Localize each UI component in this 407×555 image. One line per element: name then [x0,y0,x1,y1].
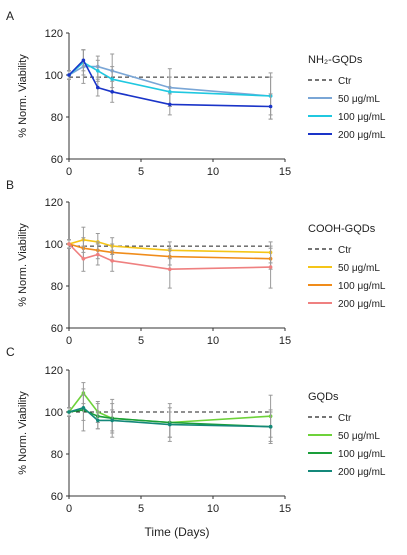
data-point [110,77,114,81]
y-tick-label: 120 [45,28,63,40]
x-tick-label: 10 [207,166,219,178]
x-tick-label: 0 [66,503,72,515]
y-tick-label: 60 [51,491,63,503]
series-line [68,238,271,254]
series-3 [67,239,273,289]
series-line [68,243,271,271]
y-tick-label: 60 [51,154,63,166]
x-tick-label: 15 [279,166,291,178]
y-tick-label: 100 [45,239,63,251]
legend-entry: Ctr [338,245,352,256]
y-tick-label: 120 [45,365,63,377]
panel-letter: A [6,9,14,23]
x-tick-label: 0 [66,166,72,178]
x-tick-label: 10 [207,503,219,515]
data-point [268,104,273,109]
x-axis-label: Time (Days) [145,525,210,539]
data-point [110,90,114,94]
chart-panel-b: B 60 80 100 120 0 5 10 15 % Norm. Viability COOH-G… [6,178,386,347]
legend-entry: Ctr [338,413,352,424]
panel-letter: C [6,345,15,359]
legend: GQDs Ctr 50 μg/mL 100 μg/mL 200 μg/mL [308,391,386,478]
series-line [68,58,271,108]
series-line [68,406,271,428]
data-point [81,256,86,261]
data-point [168,90,172,94]
y-tick-label: 80 [51,449,63,461]
legend-entry: 50 μg/mL [338,94,380,105]
x-tick-label: 0 [66,335,72,347]
data-point [96,418,100,423]
data-point [96,69,100,73]
legend-title: GQDs [308,391,339,403]
data-point [96,252,100,257]
series-3 [67,394,273,442]
data-point [67,73,71,77]
data-point [67,242,71,246]
data-point [110,418,114,423]
data-point [268,265,273,269]
x-tick-label: 10 [207,335,219,347]
y-tick-label: 60 [51,323,63,335]
series-line [68,61,271,97]
y-axis-label: % Norm. Viability [17,391,29,475]
x-tick-label: 5 [138,335,144,347]
y-tick-label: 100 [45,70,63,82]
data-point [67,410,71,414]
data-point [168,102,172,107]
data-point [168,267,172,272]
data-point [268,424,273,429]
x-tick-label: 15 [279,503,291,515]
y-tick-label: 80 [51,112,63,124]
legend-title: NH₂-GQDs [308,54,363,66]
legend-title: COOH-GQDs [308,223,376,235]
data-point [110,259,114,263]
series-line [68,65,271,97]
data-point [81,58,86,63]
legend: NH₂-GQDs Ctr 50 μg/mL 100 μg/mL 200 μg/mL [308,54,386,141]
legend-entry: 100 μg/mL [338,281,386,292]
legend-entry: 200 μg/mL [338,130,386,141]
chart-panel-c: C 60 80 100 120 0 5 10 15 % Norm. Viability Time (… [6,345,386,539]
legend: COOH-GQDs Ctr 50 μg/mL 100 μg/mL 200 μg/mL [308,223,386,310]
chart-panel-a: A 60 80 100 120 0 5 10 15 % Norm. Viability NH₂-GQ… [6,9,386,178]
x-tick-label: 5 [138,503,144,515]
data-point [168,422,172,427]
y-tick-label: 80 [51,281,63,293]
legend-entry: Ctr [338,76,352,87]
data-point [96,85,100,90]
legend-entry: 100 μg/mL [338,449,386,460]
panel-letter: B [6,178,14,192]
y-tick-label: 100 [45,407,63,419]
y-axis-label: % Norm. Viability [17,223,29,307]
y-axis-label: % Norm. Viability [17,54,29,138]
legend-entry: 100 μg/mL [338,112,386,123]
data-point [81,406,86,410]
series-line [68,243,271,260]
legend-entry: 50 μg/mL [338,263,380,274]
legend-entry: 200 μg/mL [338,299,386,310]
y-tick-label: 120 [45,197,63,209]
series-line [68,391,271,424]
legend-entry: 200 μg/mL [338,467,386,478]
series-3 [67,49,273,120]
legend-entry: 50 μg/mL [338,431,380,442]
series-line [68,409,271,428]
x-tick-label: 15 [279,335,291,347]
x-tick-label: 5 [138,166,144,178]
